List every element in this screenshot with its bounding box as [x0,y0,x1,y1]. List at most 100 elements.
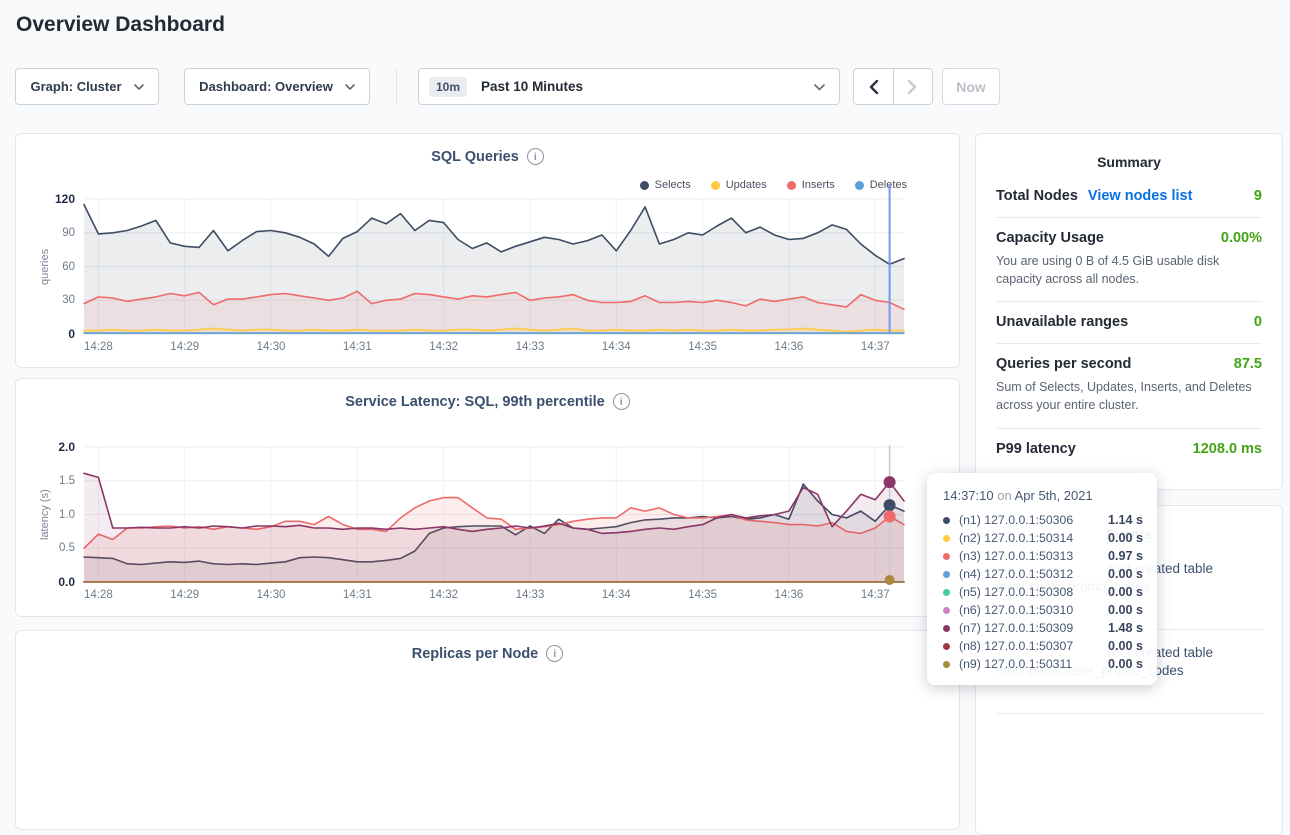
time-range-badge: 10m [429,77,467,97]
time-next-button[interactable] [894,69,933,104]
y-axis-tick: 2.0 [58,440,75,454]
tooltip-row: (n6) 127.0.0.1:503100.00 s [943,601,1145,619]
page-title: Overview Dashboard [16,13,225,37]
view-nodes-list-link[interactable]: View nodes list [1088,188,1193,204]
y-axis-tick: 0 [68,327,75,341]
tooltip-row: (n4) 127.0.0.1:503120.00 s [943,565,1145,583]
y-axis-tick: 90 [62,227,75,239]
tooltip-node-value: 1.48 s [1108,621,1143,635]
legend-item[interactable]: Deletes [855,179,907,191]
summary-label: Queries per second [996,356,1131,372]
x-axis-tick: 14:32 [429,341,458,353]
summary-value: 9 [1254,188,1262,204]
legend-label: Deletes [870,179,907,191]
y-axis-tick: 0.0 [58,575,75,589]
tooltip-node-label: (n3) 127.0.0.1:50313 [959,549,1108,563]
x-axis-tick: 14:37 [861,341,890,353]
dashboard-dropdown[interactable]: Dashboard: Overview [184,68,370,105]
summary-description: Sum of Selects, Updates, Inserts, and De… [996,378,1262,414]
y-axis-tick: 60 [62,261,75,273]
y-axis-label: queries [38,199,52,334]
replicas-per-node-panel: Replicas per Node i [15,630,960,830]
x-axis-tick: 14:28 [84,589,113,601]
x-axis-tick: 14:34 [602,341,631,353]
x-axis-tick: 14:29 [170,589,199,601]
legend-dot [787,181,796,190]
summary-label: Total Nodes [996,188,1078,204]
series-color-dot [943,643,950,650]
tooltip-row: (n9) 127.0.0.1:503110.00 s [943,655,1145,673]
summary-value: 0.00% [1221,230,1262,246]
x-axis-tick: 14:36 [775,589,804,601]
series-color-dot [943,607,950,614]
time-prev-button[interactable] [854,69,894,104]
x-axis-tick: 14:28 [84,341,113,353]
series-color-dot [943,535,950,542]
series-color-dot [943,571,950,578]
chart-hover-tooltip: 14:37:10 on Apr 5th, 2021 (n1) 127.0.0.1… [927,473,1157,685]
legend-label: Selects [655,179,691,191]
summary-row-p99: P99 latency 1208.0 ms [996,429,1262,470]
tooltip-node-label: (n4) 127.0.0.1:50312 [959,567,1108,581]
y-axis-label: latency (s) [38,447,52,582]
hover-point [885,575,895,585]
tooltip-node-label: (n1) 127.0.0.1:50306 [959,513,1108,527]
tooltip-node-label: (n8) 127.0.0.1:50307 [959,639,1108,653]
summary-row-total-nodes: Total Nodes View nodes list 9 [996,176,1262,218]
tooltip-node-label: (n2) 127.0.0.1:50314 [959,531,1108,545]
x-axis-tick: 14:30 [257,341,286,353]
graph-dropdown[interactable]: Graph: Cluster [15,68,159,105]
legend-item[interactable]: Selects [640,179,691,191]
y-axis-tick: 0.5 [59,542,75,554]
legend-label: Updates [726,179,767,191]
summary-row-capacity: Capacity Usage 0.00% You are using 0 B o… [996,218,1262,302]
y-axis-tick: 1.0 [59,509,75,521]
toolbar: Graph: Cluster Dashboard: Overview 10m P… [15,68,1000,105]
dashboard-dropdown-label: Dashboard: Overview [199,79,333,94]
x-axis-tick: 14:32 [429,589,458,601]
info-icon[interactable]: i [546,645,563,662]
series-color-dot [943,589,950,596]
tooltip-row: (n1) 127.0.0.1:503061.14 s [943,511,1145,529]
legend-dot [855,181,864,190]
chevron-right-icon [907,79,918,95]
time-range-label: Past 10 Minutes [481,79,583,94]
summary-row-unavailable-ranges: Unavailable ranges 0 [996,302,1262,344]
x-axis-tick: 14:30 [257,589,286,601]
tooltip-row: (n3) 127.0.0.1:503130.97 s [943,547,1145,565]
chevron-left-icon [868,79,879,95]
tooltip-row: (n7) 127.0.0.1:503091.48 s [943,619,1145,637]
hover-point [884,476,896,488]
x-axis-tick: 14:29 [170,341,199,353]
legend-item[interactable]: Updates [711,179,767,191]
info-icon[interactable]: i [613,393,630,410]
tooltip-node-value: 0.00 s [1108,657,1143,671]
now-button[interactable]: Now [942,68,1000,105]
latency-chart-plot[interactable]: 0.00.51.01.52.014:2814:2914:3014:3114:32… [84,447,904,582]
chevron-down-icon [345,84,355,90]
tooltip-node-label: (n7) 127.0.0.1:50309 [959,621,1108,635]
info-icon[interactable]: i [527,148,544,165]
x-axis-tick: 14:33 [516,341,545,353]
x-axis-tick: 14:35 [688,589,717,601]
summary-description: You are using 0 B of 4.5 GiB usable disk… [996,252,1262,288]
sql-chart-plot[interactable]: 030609012014:2814:2914:3014:3114:3214:33… [84,199,904,334]
time-range-dropdown[interactable]: 10m Past 10 Minutes [418,68,840,105]
x-axis-tick: 14:37 [861,589,890,601]
y-axis-tick: 30 [62,294,75,306]
legend-item[interactable]: Inserts [787,179,835,191]
y-axis-tick: 120 [55,192,75,206]
service-latency-panel: Service Latency: SQL, 99th percentile i … [15,378,960,617]
x-axis-tick: 14:33 [516,589,545,601]
series-color-dot [943,625,950,632]
tooltip-node-value: 1.14 s [1108,513,1143,527]
legend-dot [640,181,649,190]
time-nav-group [853,68,933,105]
tooltip-node-label: (n5) 127.0.0.1:50308 [959,585,1108,599]
tooltip-timestamp: 14:37:10 on Apr 5th, 2021 [943,488,1145,503]
x-axis-tick: 14:36 [775,341,804,353]
tooltip-node-value: 0.00 s [1108,603,1143,617]
x-axis-tick: 14:31 [343,341,372,353]
legend-label: Inserts [802,179,835,191]
summary-label: Unavailable ranges [996,314,1128,330]
